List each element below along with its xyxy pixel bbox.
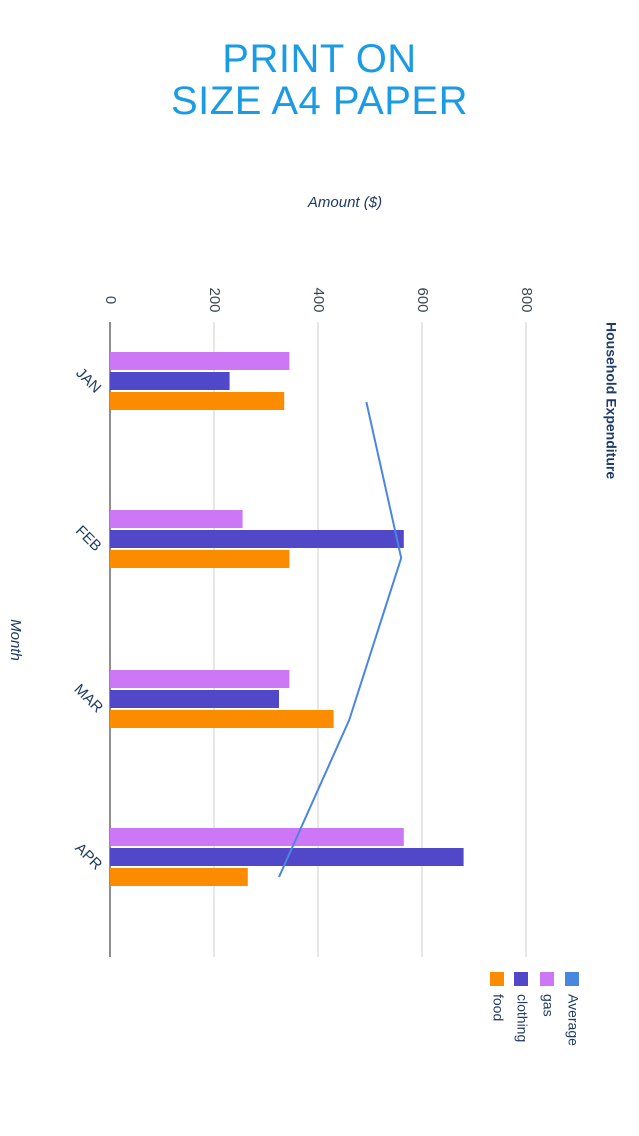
- category-axis-title: Month: [7, 619, 24, 661]
- bar-gas-mar: [110, 670, 290, 688]
- bar-clothing-jan: [110, 372, 230, 390]
- average-line: [278, 401, 403, 878]
- category-label-mar: MAR: [71, 681, 107, 717]
- average-line-layer: [278, 401, 403, 878]
- bar-clothing-apr: [110, 848, 464, 866]
- legend-label-gas: gas: [540, 994, 556, 1017]
- category-label-jan: JAN: [72, 365, 104, 397]
- legend-swatch-food: [490, 972, 504, 986]
- chart-title: Household Expenditure: [603, 322, 619, 479]
- category-label-feb: FEB: [72, 522, 105, 555]
- value-axis-title: Amount ($): [307, 194, 382, 211]
- category-labels: JAN FEB MAR APR: [71, 365, 107, 874]
- legend-swatch-average: [565, 972, 579, 986]
- banner-line-2: SIZE A4 PAPER: [171, 79, 468, 123]
- tick-label-800: 800: [518, 287, 535, 312]
- banner-line-1: PRINT ON: [222, 37, 417, 81]
- legend-label-average: Average: [565, 994, 581, 1046]
- category-label-apr: APR: [71, 840, 105, 874]
- bar-gas-feb: [110, 510, 243, 528]
- bar-food-mar: [110, 710, 334, 728]
- legend: Average gas clothing food: [490, 972, 581, 1046]
- legend-swatch-gas: [540, 972, 554, 986]
- bar-gas-jan: [110, 352, 290, 370]
- legend-label-food: food: [490, 994, 506, 1021]
- tick-label-600: 600: [414, 287, 431, 312]
- titles: Amount ($) Month Household Expenditure: [7, 194, 619, 661]
- bar-clothing-feb: [110, 530, 404, 548]
- bar-clothing-mar: [110, 690, 279, 708]
- legend-label-clothing: clothing: [514, 994, 530, 1042]
- tick-label-0: 0: [102, 296, 119, 304]
- bar-food-jan: [110, 392, 285, 410]
- legend-swatch-clothing: [514, 972, 528, 986]
- bar-gas-apr: [110, 828, 404, 846]
- tick-label-400: 400: [310, 287, 327, 312]
- print-banner: PRINT ON SIZE A4 PAPER: [0, 38, 639, 122]
- tick-label-200: 200: [206, 287, 223, 312]
- bar-food-feb: [110, 550, 290, 568]
- bar-food-apr: [110, 868, 248, 886]
- tick-labels: 0 200 400 600 800: [102, 287, 535, 312]
- bars: [110, 352, 464, 886]
